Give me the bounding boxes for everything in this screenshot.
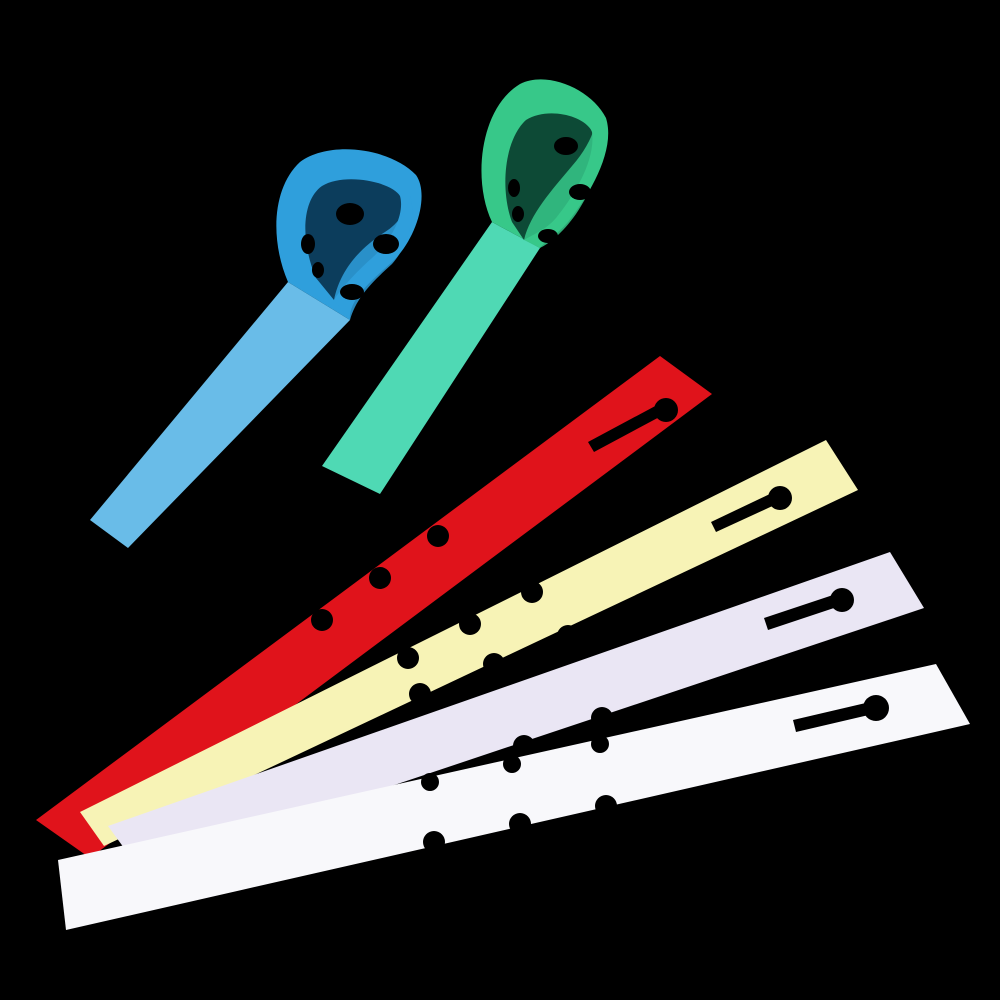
white-notch <box>591 735 609 753</box>
red-notch <box>369 567 391 589</box>
lavender-tag-strip <box>108 552 924 870</box>
white-notch <box>421 773 439 791</box>
lavender-notch <box>591 707 613 729</box>
blue-notch-hole <box>373 234 399 254</box>
lavender-notch <box>483 653 505 675</box>
red-notch <box>427 525 449 547</box>
green-notch-hole <box>554 137 578 155</box>
white-tag-strip <box>58 664 970 930</box>
white-flat-tag <box>58 664 970 930</box>
lavender-flat-tag <box>108 552 924 870</box>
white-notch <box>503 755 521 773</box>
white-notch <box>509 813 531 835</box>
green-notch-hole <box>538 229 558 243</box>
green-notch-hole <box>512 206 524 222</box>
green-loop-inner-band <box>524 120 602 248</box>
green-rolled-tag <box>322 79 609 494</box>
green-tag-strip <box>322 222 540 494</box>
red-keyhole-slot <box>588 404 665 452</box>
yellow-notch <box>397 647 419 669</box>
yellow-keyhole-slot <box>711 492 779 532</box>
lavender-notch <box>557 625 579 647</box>
yellow-notch <box>459 613 481 635</box>
yellow-notch <box>521 581 543 603</box>
blue-tag-strip <box>90 282 350 548</box>
blue-notch-hole <box>336 203 364 225</box>
green-notch-hole <box>508 179 520 197</box>
yellow-tag-strip <box>80 440 858 846</box>
blue-notch-hole <box>301 234 315 254</box>
blue-rolled-tag <box>90 149 422 548</box>
blue-notch-hole <box>312 262 324 278</box>
red-tag-strip <box>36 356 712 858</box>
green-notch-hole <box>569 184 591 200</box>
blue-notch-hole <box>340 284 364 300</box>
lavender-keyhole-slot <box>764 594 840 630</box>
white-notch <box>423 831 445 853</box>
white-notch <box>595 795 617 817</box>
red-notch <box>311 609 333 631</box>
lavender-notch <box>513 735 535 757</box>
yellow-flat-tag <box>80 440 858 846</box>
lavender-notch <box>409 683 431 705</box>
blue-loop-inner <box>305 179 402 300</box>
red-flat-tag <box>36 356 712 858</box>
white-keyhole-slot <box>793 702 873 732</box>
